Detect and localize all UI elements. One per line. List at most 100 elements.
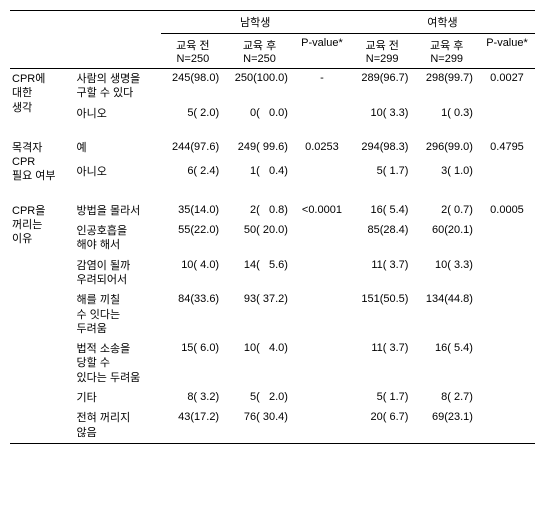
header-female-pre: 교육 전N=299 [350,34,415,69]
cell-male-post: 50( 20.0) [225,221,294,256]
cell-female-pre: 289(96.7) [350,69,415,104]
section-spacer [10,187,535,201]
cell-female-post: 69(23.1) [414,408,479,443]
cell-male-post: 76( 30.4) [225,408,294,443]
table-header: 남학생 여학생 교육 전N=250교육 후N=250P-value*교육 전N=… [10,11,535,69]
cell-female-pvalue: 0.0027 [479,69,535,104]
cell-female-post: 8( 2.7) [414,388,479,408]
row-sublabel: 감염이 될까우려되어서 [75,256,161,291]
cell-female-post: 296(99.0) [414,138,479,162]
table-row: CPR을꺼리는이유방법을 몰라서35(14.0)2( 0.8)<0.000116… [10,201,535,221]
cell-female-pvalue [479,408,535,443]
cell-male-pre: 245(98.0) [161,69,226,104]
table-row: 아니오6( 2.4)1( 0.4) 5( 1.7)3( 1.0) [10,162,535,186]
cell-male-pvalue [294,162,350,186]
cell-male-post: 250(100.0) [225,69,294,104]
cell-male-pre: 5( 2.0) [161,104,226,124]
cell-female-pvalue [479,104,535,124]
cell-female-pre: 85(28.4) [350,221,415,256]
cell-male-pre: 55(22.0) [161,221,226,256]
cell-male-post: 93( 37.2) [225,290,294,339]
cell-female-post: 16( 5.4) [414,339,479,388]
row-sublabel: 아니오 [75,162,161,186]
section-label: CPR을꺼리는이유 [10,201,75,444]
cell-female-pvalue [479,388,535,408]
row-sublabel: 아니오 [75,104,161,124]
header-male-group: 남학생 [161,11,350,34]
table-row: 아니오5( 2.0)0( 0.0) 10( 3.3)1( 0.3) [10,104,535,124]
row-sublabel: 기타 [75,388,161,408]
cell-female-pre: 5( 1.7) [350,388,415,408]
table-row: 법적 소송을당할 수있다는 두려움15( 6.0)10( 4.0)11( 3.7… [10,339,535,388]
cell-female-pre: 11( 3.7) [350,256,415,291]
cell-female-pvalue: 0.4795 [479,138,535,162]
table-row: 인공호흡을해야 해서55(22.0)50( 20.0) 85(28.4)60(20… [10,221,535,256]
cell-female-post: 60(20.1) [414,221,479,256]
cell-male-pre: 43(17.2) [161,408,226,443]
cell-female-post: 3( 1.0) [414,162,479,186]
cell-female-post: 134(44.8) [414,290,479,339]
row-sublabel: 인공호흡을해야 해서 [75,221,161,256]
cell-male-post: 249( 99.6) [225,138,294,162]
cell-female-pvalue [479,290,535,339]
cell-male-post: 2( 0.8) [225,201,294,221]
cell-male-post: 5( 2.0) [225,388,294,408]
table-row: CPR에대한생각사람의 생명을구할 수 있다245(98.0)250(100.0… [10,69,535,104]
cell-female-pvalue [479,256,535,291]
cell-female-pre: 20( 6.7) [350,408,415,443]
data-table: 남학생 여학생 교육 전N=250교육 후N=250P-value*교육 전N=… [10,10,535,444]
cell-male-pvalue [294,290,350,339]
cell-male-pvalue [294,408,350,443]
row-sublabel: 해를 끼칠수 잇다는두려움 [75,290,161,339]
cell-male-pvalue [294,388,350,408]
row-sublabel: 예 [75,138,161,162]
table-row: 전혀 꺼리지않음43(17.2)76( 30.4)20( 6.7)69(23.1… [10,408,535,443]
header-female-post: 교육 후N=299 [414,34,479,69]
section-label: CPR에대한생각 [10,69,75,124]
cell-male-pre: 84(33.6) [161,290,226,339]
header-male-post: 교육 후N=250 [225,34,294,69]
cell-female-pvalue [479,221,535,256]
cell-male-post: 1( 0.4) [225,162,294,186]
cell-female-post: 298(99.7) [414,69,479,104]
cell-male-pvalue [294,221,350,256]
cell-male-pvalue: <0.0001 [294,201,350,221]
header-male-pre: 교육 전N=250 [161,34,226,69]
cell-female-pre: 151(50.5) [350,290,415,339]
section-label: 목격자CPR필요 여부 [10,138,75,187]
table-body: CPR에대한생각사람의 생명을구할 수 있다245(98.0)250(100.0… [10,69,535,444]
cell-female-pre: 5( 1.7) [350,162,415,186]
cell-female-post: 10( 3.3) [414,256,479,291]
cell-male-pvalue [294,104,350,124]
table-row: 감염이 될까우려되어서10( 4.0)14( 5.6) 11( 3.7)10( 3… [10,256,535,291]
cell-female-pvalue [479,162,535,186]
row-sublabel: 법적 소송을당할 수있다는 두려움 [75,339,161,388]
cell-female-pre: 294(98.3) [350,138,415,162]
cell-male-pre: 6( 2.4) [161,162,226,186]
row-sublabel: 방법을 몰라서 [75,201,161,221]
cell-female-post: 2( 0.7) [414,201,479,221]
cell-male-pre: 15( 6.0) [161,339,226,388]
section-spacer [10,124,535,138]
cell-male-post: 0( 0.0) [225,104,294,124]
cell-male-post: 14( 5.6) [225,256,294,291]
cell-male-pre: 10( 4.0) [161,256,226,291]
header-female-pvalue: P-value* [479,34,535,69]
row-sublabel: 사람의 생명을구할 수 있다 [75,69,161,104]
cell-male-pvalue: 0.0253 [294,138,350,162]
table-row: 기타8( 3.2)5( 2.0) 5( 1.7)8( 2.7) [10,388,535,408]
cell-female-pvalue [479,339,535,388]
table-row: 해를 끼칠수 잇다는두려움84(33.6)93( 37.2) 151(50.5)1… [10,290,535,339]
cell-male-pre: 35(14.0) [161,201,226,221]
cell-female-pre: 10( 3.3) [350,104,415,124]
cell-male-pvalue: - [294,69,350,104]
cell-female-pre: 16( 5.4) [350,201,415,221]
header-male-pvalue: P-value* [294,34,350,69]
cell-male-pre: 244(97.6) [161,138,226,162]
table-row: 목격자CPR필요 여부예244(97.6)249( 99.6)0.0253294… [10,138,535,162]
header-female-group: 여학생 [350,11,535,34]
cell-male-pre: 8( 3.2) [161,388,226,408]
cell-female-post: 1( 0.3) [414,104,479,124]
cell-female-pre: 11( 3.7) [350,339,415,388]
cell-female-pvalue: 0.0005 [479,201,535,221]
